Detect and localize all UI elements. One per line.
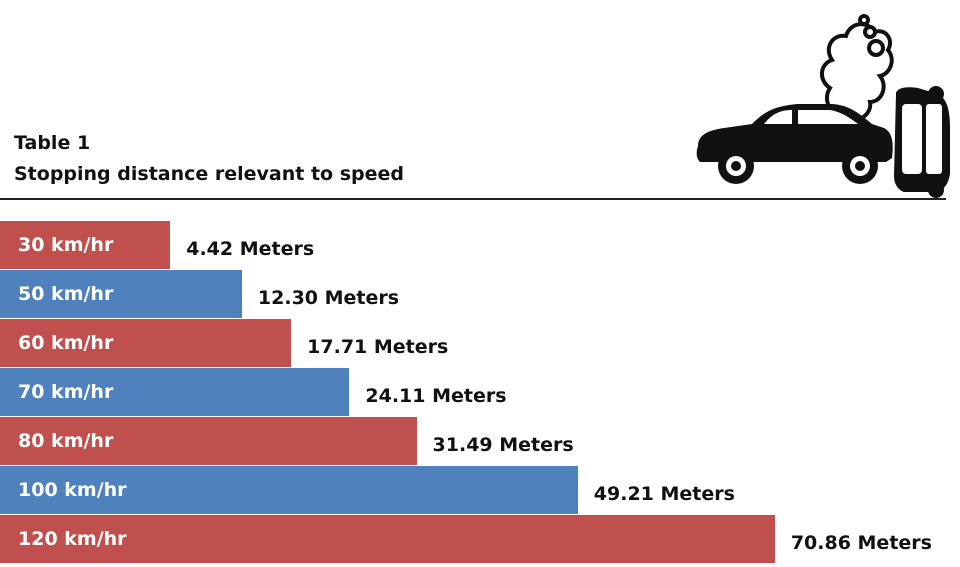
bar: 60 km/hr <box>0 319 292 367</box>
smoke-icon <box>820 14 894 123</box>
bar-value-label: 17.71 Meters <box>307 336 449 358</box>
bar-category-label: 70 km/hr <box>18 381 114 403</box>
bar-value-label: 24.11 Meters <box>365 385 507 407</box>
table-title: Table 1 <box>14 132 91 154</box>
bar-category-label: 120 km/hr <box>18 528 127 550</box>
chart-subtitle: Stopping distance relevant to speed <box>14 163 405 185</box>
bar-category-label: 50 km/hr <box>18 283 114 305</box>
bar: 120 km/hr <box>0 515 775 563</box>
bar-row: 70 km/hr 24.11 Meters <box>0 368 960 416</box>
car-crash-illustration <box>696 14 950 198</box>
bar-row: 50 km/hr 12.30 Meters <box>0 270 960 318</box>
bar: 30 km/hr <box>0 221 171 269</box>
bar: 100 km/hr <box>0 466 578 514</box>
bar-category-label: 30 km/hr <box>18 234 114 256</box>
bar-row: 60 km/hr 17.71 Meters <box>0 319 960 367</box>
divider-line <box>0 198 946 200</box>
bar-category-label: 60 km/hr <box>18 332 114 354</box>
bar-value-label: 70.86 Meters <box>790 532 932 554</box>
bar-row: 120 km/hr 70.86 Meters <box>0 515 960 563</box>
title-block: Table 1 Stopping distance relevant to sp… <box>14 128 404 190</box>
overturned-car-icon <box>894 86 950 198</box>
bar-category-label: 80 km/hr <box>18 430 114 452</box>
bar-row: 100 km/hr 49.21 Meters <box>0 466 960 514</box>
bar-value-label: 12.30 Meters <box>257 287 400 309</box>
bar-chart: 30 km/hr 4.42 Meters 50 km/hr 12.30 Meters 6… <box>0 221 960 564</box>
car-icon <box>696 104 893 184</box>
bar: 70 km/hr <box>0 368 350 416</box>
bar: 50 km/hr <box>0 270 242 318</box>
bar-value-label: 31.49 Meters <box>432 434 574 456</box>
bar-row: 80 km/hr 31.49 Meters <box>0 417 960 465</box>
bar: 80 km/hr <box>0 417 417 465</box>
bar-row: 30 km/hr 4.42 Meters <box>0 221 960 269</box>
car-crash-icon <box>690 8 955 202</box>
bar-value-label: 49.21 Meters <box>593 483 735 505</box>
bar-value-label: 4.42 Meters <box>186 238 315 260</box>
bar-category-label: 100 km/hr <box>18 479 127 501</box>
